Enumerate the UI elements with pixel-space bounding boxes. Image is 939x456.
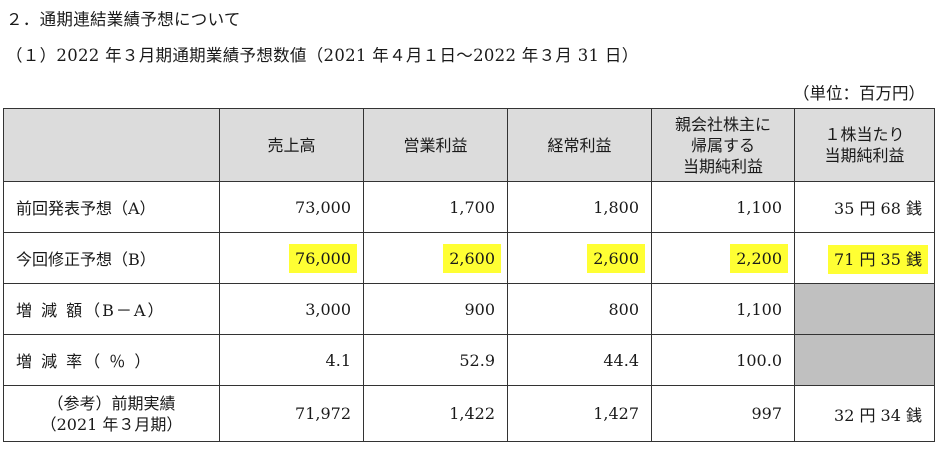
table-row-change-amount: 増 減 額（B－A） 3,000 900 800 1,100 bbox=[3, 283, 935, 335]
header-row: 売上高 営業利益 経常利益 親会社株主に 帰属する 当期純利益 １株当たり 当期… bbox=[3, 108, 935, 182]
header-ordinary-profit: 経常利益 bbox=[507, 108, 652, 182]
cell-ordinary-profit: 44.4 bbox=[507, 334, 652, 386]
cell-operating-profit: 900 bbox=[363, 283, 508, 335]
header-line: 当期純利益 bbox=[824, 146, 905, 165]
header-line: １株当たり bbox=[824, 125, 905, 144]
cell-ordinary-profit: 2,600 bbox=[507, 232, 652, 284]
cell-operating-profit: 1,700 bbox=[363, 181, 508, 233]
cell-net-income: 2,200 bbox=[651, 232, 795, 284]
cell-sales: 71,972 bbox=[219, 385, 364, 442]
highlighted-value: 71 円 35 銭 bbox=[828, 245, 928, 274]
cell-operating-profit: 1,422 bbox=[363, 385, 508, 442]
row-label: 前回発表予想（A） bbox=[3, 181, 220, 233]
header-eps: １株当たり 当期純利益 bbox=[794, 108, 935, 182]
header-line: 営業利益 bbox=[403, 135, 468, 155]
cell-net-income: 1,100 bbox=[651, 283, 795, 335]
header-sales: 売上高 bbox=[219, 108, 364, 182]
row-label-line: （参考）前期実績 bbox=[47, 393, 176, 413]
cell-eps-blank bbox=[794, 334, 935, 386]
cell-operating-profit: 52.9 bbox=[363, 334, 508, 386]
row-label: （参考）前期実績 （2021 年３月期） bbox=[3, 385, 220, 442]
cell-eps: 32 円 34 銭 bbox=[794, 385, 935, 442]
row-label: 増 減 額（B－A） bbox=[3, 283, 220, 335]
cell-sales: 4.1 bbox=[219, 334, 364, 386]
header-line: 親会社株主に bbox=[674, 114, 771, 134]
table-row-change-rate: 増 減 率（ ％ ） 4.1 52.9 44.4 100.0 bbox=[3, 334, 935, 386]
header-line: 売上高 bbox=[267, 135, 316, 155]
unit-label: （単位：百万円） bbox=[793, 84, 925, 103]
cell-ordinary-profit: 1,800 bbox=[507, 181, 652, 233]
highlighted-value: 2,600 bbox=[587, 243, 645, 273]
cell-eps: 35 円 68 銭 bbox=[794, 181, 935, 233]
row-label: 今回修正予想（B） bbox=[3, 232, 220, 284]
cell-eps: 71 円 35 銭 bbox=[794, 232, 935, 284]
table-subheading: （１）2022 年３月期通期業績予想数値（2021 年４月１日～2022 年３月… bbox=[6, 46, 639, 65]
header-corner-cell bbox=[3, 108, 220, 182]
header-operating-profit: 営業利益 bbox=[363, 108, 508, 182]
cell-ordinary-profit: 1,427 bbox=[507, 385, 652, 442]
table-row-revised-forecast: 今回修正予想（B） 76,000 2,600 2,600 2,200 71 円 … bbox=[3, 232, 935, 284]
cell-eps-blank bbox=[794, 283, 935, 335]
table-row-previous-forecast: 前回発表予想（A） 73,000 1,700 1,800 1,100 35 円 … bbox=[3, 181, 935, 233]
highlighted-value: 2,200 bbox=[730, 243, 788, 273]
row-label-line: （2021 年３月期） bbox=[40, 414, 183, 434]
header-line: 経常利益 bbox=[547, 135, 612, 155]
row-label: 増 減 率（ ％ ） bbox=[3, 334, 220, 386]
cell-sales: 3,000 bbox=[219, 283, 364, 335]
header-net-income: 親会社株主に 帰属する 当期純利益 bbox=[651, 108, 795, 182]
header-line: 帰属する bbox=[690, 135, 755, 155]
cell-sales: 76,000 bbox=[219, 232, 364, 284]
forecast-table: 売上高 営業利益 経常利益 親会社株主に 帰属する 当期純利益 １株当たり 当期… bbox=[3, 108, 935, 442]
cell-net-income: 100.0 bbox=[651, 334, 795, 386]
cell-net-income: 997 bbox=[651, 385, 795, 442]
header-line: 当期純利益 bbox=[682, 156, 763, 176]
cell-ordinary-profit: 800 bbox=[507, 283, 652, 335]
highlighted-value: 2,600 bbox=[443, 243, 501, 273]
cell-operating-profit: 2,600 bbox=[363, 232, 508, 284]
cell-net-income: 1,100 bbox=[651, 181, 795, 233]
section-heading: ２．通期連結業績予想について bbox=[6, 10, 241, 29]
table-row-prior-actual: （参考）前期実績 （2021 年３月期） 71,972 1,422 1,427 … bbox=[3, 385, 935, 442]
cell-sales: 73,000 bbox=[219, 181, 364, 233]
highlighted-value: 76,000 bbox=[289, 243, 357, 273]
